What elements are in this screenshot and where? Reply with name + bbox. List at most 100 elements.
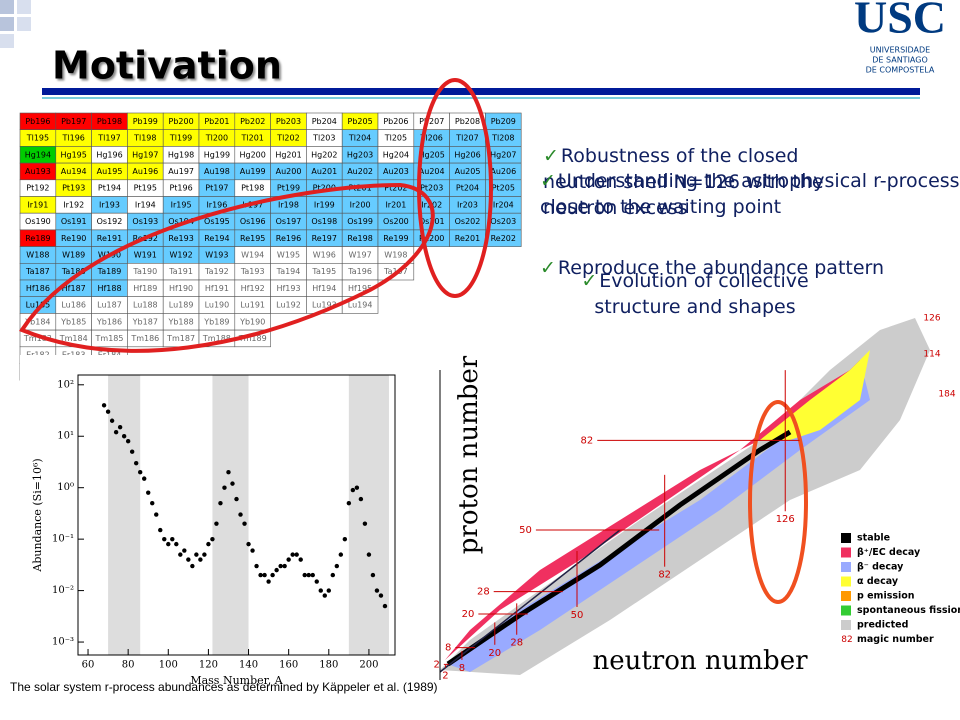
data-point <box>334 563 340 569</box>
data-point <box>346 500 352 506</box>
y-tick-label: 10² <box>57 379 74 390</box>
nuclide-label: Os198 <box>311 217 337 226</box>
nuclide-label: Pt194 <box>98 184 121 193</box>
nuclide-label: Lu192 <box>276 301 301 310</box>
nuclide-label: Yb187 <box>132 317 158 326</box>
x-tick-label: 200 <box>359 660 378 671</box>
nuclide-label: Hf195 <box>348 284 372 293</box>
nuclide-label: Tl201 <box>241 134 264 143</box>
nuclide-label: Hg195 <box>61 150 87 159</box>
nuclide-label: W188 <box>26 250 49 259</box>
legend-label: β⁻ decay <box>857 562 904 573</box>
legend-label: β⁺/EC decay <box>857 547 921 558</box>
nuclide-label: Hf192 <box>241 284 265 293</box>
nuclide-label: Au206 <box>490 167 516 176</box>
title-rule <box>42 88 920 95</box>
nuclide-label: Hg201 <box>275 150 301 159</box>
nuclide-label: Au205 <box>455 167 481 176</box>
y-tick-label: 10⁻³ <box>52 637 74 648</box>
magic-label: 28 <box>477 587 490 598</box>
nuclide-label: Ta192 <box>204 267 229 276</box>
nuclide-label: Pt199 <box>277 184 300 193</box>
data-point <box>154 512 159 517</box>
nuclide-label: Os192 <box>97 217 123 226</box>
data-point <box>137 470 143 475</box>
nuclide-label: Pb199 <box>133 117 158 126</box>
x-tick-label: 100 <box>159 660 178 671</box>
nuclide-label: Ir200 <box>350 200 371 209</box>
x-tick-label: 60 <box>82 660 95 671</box>
x-axis-label: Mass Number, A <box>190 674 283 687</box>
nuclide-label: Pt203 <box>420 184 443 193</box>
nuclide-label: Lu187 <box>97 301 122 310</box>
nuclide-label: Hf194 <box>312 284 336 293</box>
legend-label: stable <box>857 533 890 544</box>
nuclide-label: Ta191 <box>168 267 193 276</box>
nuclide-label: Tm186 <box>130 334 159 343</box>
nuclide-label: Lu193 <box>312 301 337 310</box>
nuclide-label: Hg204 <box>383 150 409 159</box>
nuclide-label: Pt195 <box>134 184 157 193</box>
nuclide-label: Ir196 <box>206 200 227 209</box>
data-point <box>238 512 243 517</box>
nuclide-label: Tm185 <box>95 334 124 343</box>
data-point <box>210 536 215 542</box>
nuclide-label: Ir191 <box>27 200 48 209</box>
logo: USC <box>854 0 946 43</box>
nuclide-label: Au193 <box>25 167 51 176</box>
legend-swatch <box>841 591 851 601</box>
data-point <box>254 563 259 569</box>
data-point <box>246 541 251 547</box>
nuclide-label: Re198 <box>347 234 372 243</box>
nuclide-label: Pb196 <box>25 117 50 126</box>
abundance-plot: 60 80 100 120 140 160 180 200 10⁻³ 10⁻² 10⁻¹ 10⁰ 10¹… <box>20 355 405 687</box>
data-point <box>354 485 360 490</box>
data-point <box>166 541 171 547</box>
data-point <box>382 603 388 609</box>
nuclide-label: Ir194 <box>135 200 156 209</box>
data-point <box>190 563 195 569</box>
magic-label: 126 <box>776 514 795 525</box>
nuclide-label: Tl195 <box>26 134 49 143</box>
data-point <box>206 541 211 547</box>
nuclide-table: Pb196 Pb197 Pb198 Pb199 Pb200 Pb201 Pb202 Pb203… <box>19 112 522 381</box>
nuclide-label: Re193 <box>168 234 193 243</box>
data-point <box>222 485 227 490</box>
data-point <box>113 429 119 435</box>
data-point <box>314 579 319 584</box>
nuclide-label: Os200 <box>383 217 409 226</box>
legend-symbol: 82 <box>841 635 852 645</box>
nuclide-label: Re189 <box>25 234 50 243</box>
nuclide-label: Lu190 <box>205 301 230 310</box>
data-point <box>258 572 263 578</box>
nuclide-label: Au197 <box>168 167 194 176</box>
data-point <box>186 557 191 562</box>
magic-label: 20 <box>462 609 475 620</box>
bullet: Evolution of collective structure and sh… <box>560 268 830 320</box>
nuclide-label: Au202 <box>347 167 373 176</box>
x-tick-label: 80 <box>122 660 135 671</box>
nuclide-label: Hg206 <box>454 150 480 159</box>
nuclide-label: Lu185 <box>26 301 51 310</box>
data-point <box>330 572 336 578</box>
x-tick-label: 140 <box>239 660 258 671</box>
nuclide-label: Ta189 <box>97 267 122 276</box>
data-point <box>262 572 267 578</box>
nuclide-label: Pb203 <box>276 117 301 126</box>
nuclide-label: Re196 <box>276 234 301 243</box>
nuclide-label: Os191 <box>61 217 87 226</box>
nuclide-label: Au194 <box>61 167 87 176</box>
data-point <box>234 496 239 502</box>
data-point <box>162 536 167 542</box>
legend-swatch <box>841 605 851 616</box>
nuclide-label: Tm187 <box>166 334 195 343</box>
nuclide-label: Yb185 <box>60 317 86 326</box>
nuclide-label: Yb189 <box>203 317 229 326</box>
data-point <box>294 552 299 557</box>
nuclide-label: Tl203 <box>312 134 335 143</box>
data-point <box>109 418 115 423</box>
data-point <box>202 552 207 557</box>
logo-text: DE COMPOSTELA <box>866 66 935 75</box>
data-point <box>142 476 147 481</box>
data-point <box>158 527 163 533</box>
